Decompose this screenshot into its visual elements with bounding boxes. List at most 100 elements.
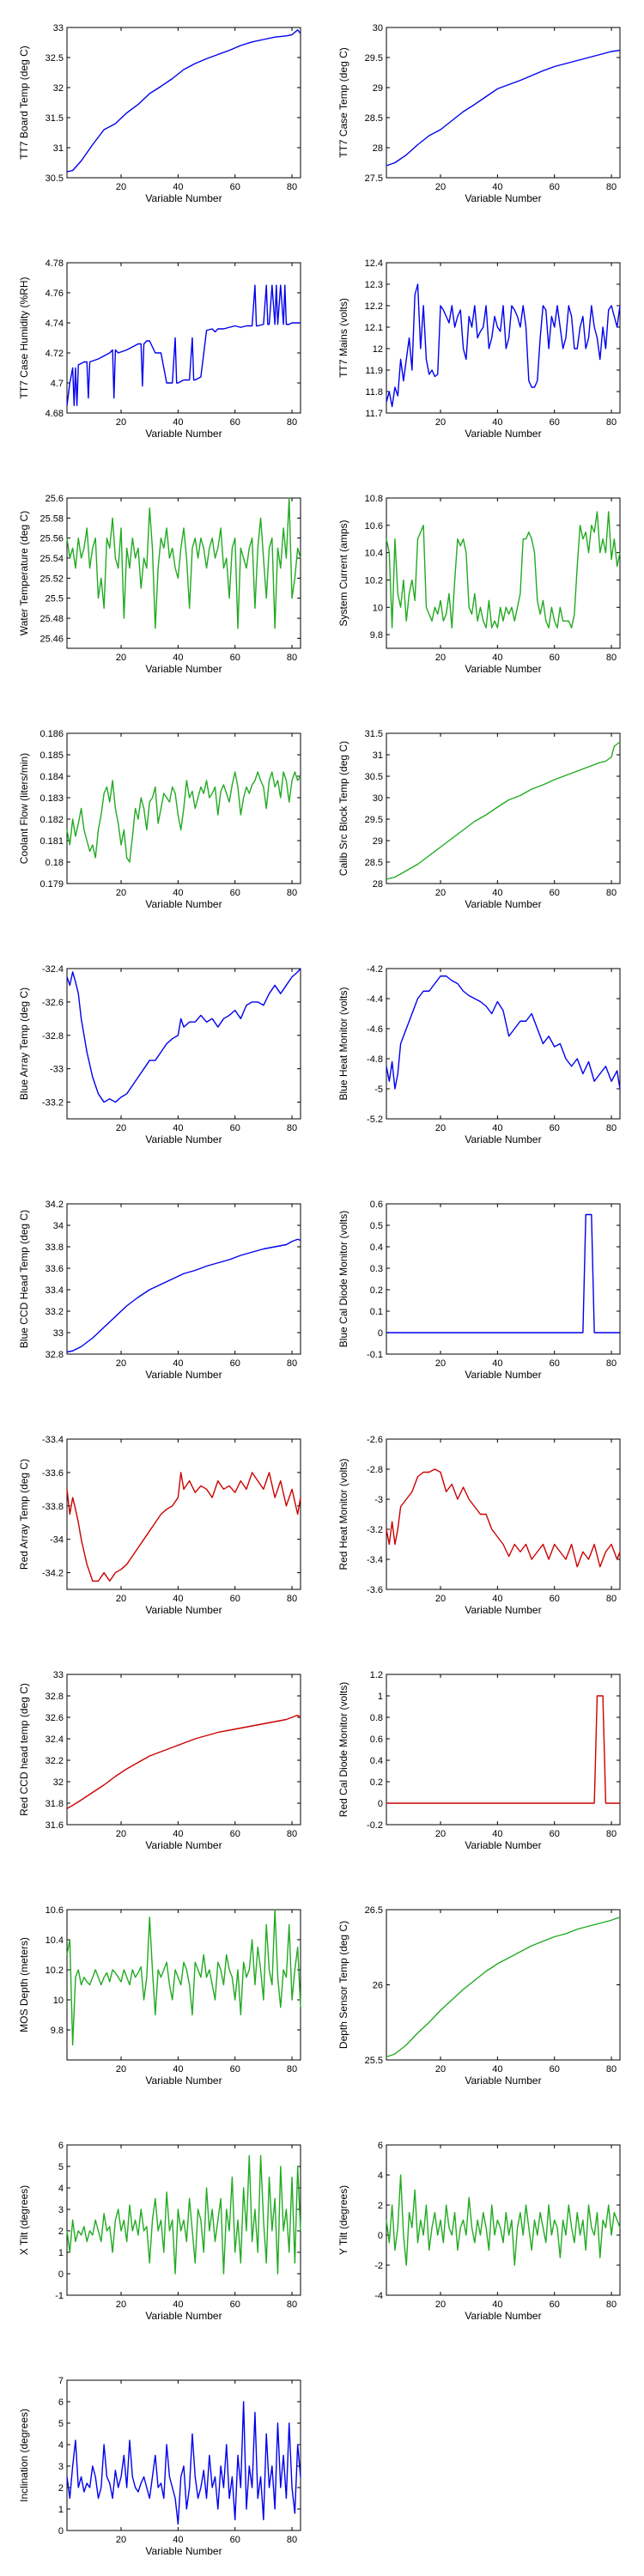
y-tick-label: -4.8 <box>367 1054 383 1065</box>
y-axis-label: Red Array Temp (deg C) <box>18 1459 30 1570</box>
y-axis-label: System Current (amps) <box>337 519 349 626</box>
x-tick-label: 20 <box>435 417 446 428</box>
y-tick-label: 6 <box>378 2141 383 2151</box>
x-tick-label: 80 <box>287 417 297 428</box>
y-tick-label: 32.5 <box>46 53 64 64</box>
y-tick-label: 31.5 <box>365 729 383 739</box>
x-tick-label: 40 <box>492 1829 502 1839</box>
y-axis-label: TT7 Board Temp (deg C) <box>18 46 30 160</box>
x-tick-label: 60 <box>550 417 560 428</box>
series-line-0 <box>386 2174 621 2266</box>
y-tick-label: -33.4 <box>42 1435 64 1445</box>
y-tick-label: 9.8 <box>51 2026 64 2036</box>
y-axis-label: Red CCD head temp (deg C) <box>18 1683 30 1816</box>
x-tick-label: 80 <box>606 1123 617 1133</box>
y-tick-label: 25.46 <box>39 634 64 644</box>
y-tick-label: 0 <box>58 2269 64 2280</box>
chart-20: 20 40 60 80 0 1 2 3 4 5 6 7 Variable Number Inclinati… <box>18 2376 301 2557</box>
x-tick-label: 40 <box>173 1829 183 1839</box>
y-axis-label: TT7 Mains (volts) <box>337 298 349 378</box>
chart-18: 20 40 60 80 -1 0 1 2 3 4 5 6 Variable Number X Tilt (… <box>18 2141 301 2322</box>
y-tick-label: 4 <box>58 2440 64 2451</box>
series-line-0 <box>386 283 621 408</box>
x-axis-label: Variable Number <box>145 192 222 204</box>
y-tick-label: -5 <box>374 1084 383 1095</box>
x-tick-label: 20 <box>116 182 126 192</box>
x-tick-label: 80 <box>287 1594 297 1604</box>
y-tick-label: 10.8 <box>365 494 383 504</box>
y-tick-label: 29.5 <box>365 53 383 64</box>
plot-frame <box>386 1438 621 1590</box>
y-tick-label: -3.6 <box>367 1585 383 1595</box>
y-tick-label: 25.52 <box>39 574 64 584</box>
x-tick-label: 40 <box>173 2300 183 2310</box>
x-tick-label: 40 <box>492 888 502 898</box>
x-tick-label: 60 <box>230 2300 240 2310</box>
x-tick-label: 60 <box>230 182 240 192</box>
x-tick-label: 80 <box>287 1123 297 1133</box>
x-tick-label: 60 <box>230 2064 240 2075</box>
y-axis-label: Blue Array Temp (deg C) <box>18 987 30 1100</box>
y-tick-label: 0.18 <box>46 858 64 868</box>
x-tick-label: 40 <box>492 2064 502 2075</box>
x-tick-label: 80 <box>287 2064 297 2075</box>
x-tick-label: 20 <box>435 182 446 192</box>
y-tick-label: 34 <box>53 1221 64 1231</box>
y-tick-label: 0.6 <box>370 1735 383 1745</box>
x-tick-label: 60 <box>230 888 240 898</box>
x-tick-label: 40 <box>173 888 183 898</box>
x-axis-label: Variable Number <box>145 428 222 440</box>
y-tick-label: 25.56 <box>39 534 64 544</box>
x-tick-label: 20 <box>116 417 126 428</box>
x-axis-label: Variable Number <box>465 898 541 910</box>
y-tick-label: 32.8 <box>46 1692 64 1702</box>
y-tick-label: 0 <box>58 2526 64 2537</box>
y-tick-label: 0.6 <box>370 1200 383 1210</box>
series-line-0 <box>66 968 301 1103</box>
y-tick-label: 0.1 <box>370 1307 383 1317</box>
y-axis-label: Y Tilt (degrees) <box>337 2185 349 2255</box>
y-tick-label: 1.2 <box>370 1670 383 1680</box>
y-axis-label: TT7 Case Temp (deg C) <box>337 47 349 158</box>
chart-14: 20 40 60 80 31.6 31.8 32 32.2 32.4 32.6 32.8 33 Vari… <box>18 1670 301 1851</box>
x-tick-label: 40 <box>492 417 502 428</box>
x-tick-label: 80 <box>287 1358 297 1369</box>
y-tick-label: 0 <box>378 1799 383 1809</box>
x-axis-label: Variable Number <box>465 192 541 204</box>
x-tick-label: 80 <box>606 888 617 898</box>
x-tick-label: 60 <box>230 1594 240 1604</box>
series-line-0 <box>66 1909 301 2046</box>
y-tick-label: 0.4 <box>370 1242 383 1253</box>
y-tick-label: 4.72 <box>46 349 64 359</box>
chart-0: 20 40 60 80 30.5 31 31.5 32 32.5 33 Variable Numbe… <box>18 23 301 204</box>
x-tick-label: 60 <box>230 417 240 428</box>
chart-12: 20 40 60 80 -34.2 -34 -33.8 -33.6 -33.4 Variable … <box>18 1435 301 1616</box>
x-tick-label: 20 <box>116 653 126 663</box>
chart-19: 20 40 60 80 -4 -2 0 2 4 6 Variable Number Y Tilt (d… <box>337 2141 621 2322</box>
x-tick-label: 20 <box>435 653 446 663</box>
y-tick-label: 0.186 <box>39 729 64 739</box>
chart-8: 20 40 60 80 -33.2 -33 -32.8 -32.6 -32.4 Variable … <box>18 964 301 1145</box>
y-tick-label: 0 <box>378 1328 383 1339</box>
x-tick-label: 80 <box>606 2300 617 2310</box>
x-tick-label: 60 <box>230 2535 240 2545</box>
y-tick-label: 10.6 <box>46 1905 64 1916</box>
y-tick-label: 27.5 <box>365 173 383 184</box>
y-tick-label: 25.5 <box>46 594 64 605</box>
x-tick-label: 60 <box>550 2064 560 2075</box>
y-tick-label: 29 <box>373 836 383 847</box>
x-tick-label: 20 <box>435 1358 446 1369</box>
y-tick-label: 31 <box>53 143 64 154</box>
plot-frame <box>66 1438 301 1590</box>
x-tick-label: 60 <box>550 2300 560 2310</box>
x-tick-label: 40 <box>492 653 502 663</box>
y-tick-label: 32.4 <box>46 1735 64 1745</box>
y-tick-label: -4.6 <box>367 1024 383 1035</box>
y-tick-label: 0.185 <box>39 750 64 761</box>
y-tick-label: 0.3 <box>370 1264 383 1274</box>
y-tick-label: -3.2 <box>367 1525 383 1535</box>
chart-2: 20 40 60 80 4.68 4.7 4.72 4.74 4.76 4.78 Variable … <box>18 258 301 440</box>
y-tick-label: 26 <box>373 1981 383 1991</box>
plot-frame <box>386 1909 621 2061</box>
y-tick-label: 30.5 <box>365 772 383 782</box>
